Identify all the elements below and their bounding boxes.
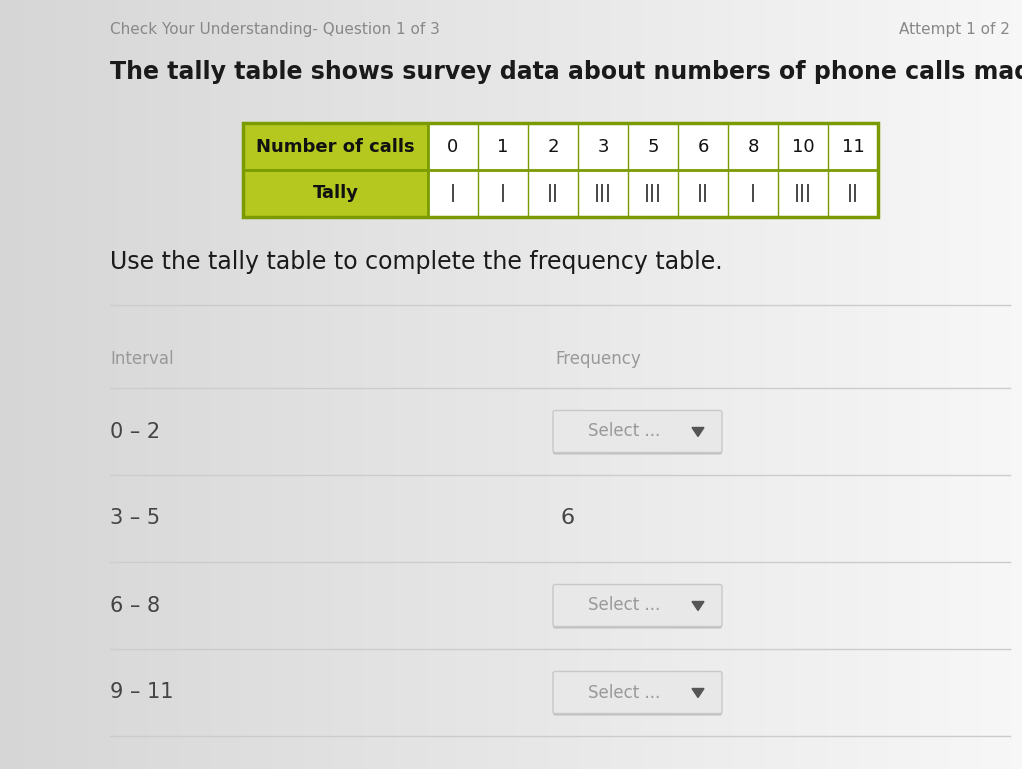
FancyBboxPatch shape [553, 411, 722, 452]
Text: 9 – 11: 9 – 11 [110, 683, 174, 703]
Text: 0: 0 [448, 138, 459, 155]
Text: Select ...: Select ... [589, 422, 660, 441]
Bar [828, 170, 878, 217]
Text: 6 – 8: 6 – 8 [110, 595, 160, 615]
FancyBboxPatch shape [553, 674, 722, 715]
Text: Use the tally table to complete the frequency table.: Use the tally table to complete the freq… [110, 250, 723, 274]
Text: ||: || [697, 185, 709, 202]
Text: ||: || [547, 185, 559, 202]
Bar [243, 123, 878, 217]
Bar [478, 123, 528, 170]
Text: The tally table shows survey data about numbers of phone calls made.: The tally table shows survey data about … [110, 60, 1022, 84]
Text: ||: || [847, 185, 860, 202]
Text: 6: 6 [697, 138, 708, 155]
Polygon shape [692, 688, 704, 697]
Bar [678, 123, 728, 170]
Bar [728, 123, 778, 170]
Text: 1: 1 [498, 138, 509, 155]
FancyBboxPatch shape [553, 584, 722, 627]
Text: |||: ||| [644, 185, 662, 202]
Bar [628, 123, 678, 170]
Polygon shape [692, 601, 704, 611]
Bar [428, 170, 478, 217]
Bar [778, 170, 828, 217]
Text: |||: ||| [794, 185, 812, 202]
Bar [243, 170, 428, 217]
Text: Number of calls: Number of calls [257, 138, 415, 155]
Bar [628, 170, 678, 217]
Text: Attempt 1 of 2: Attempt 1 of 2 [899, 22, 1010, 37]
Text: Select ...: Select ... [589, 684, 660, 701]
Text: 3 – 5: 3 – 5 [110, 508, 160, 528]
Text: 3: 3 [597, 138, 609, 155]
Polygon shape [692, 428, 704, 437]
Text: |: | [750, 185, 756, 202]
Text: 5: 5 [647, 138, 659, 155]
Bar [243, 123, 428, 170]
Text: Interval: Interval [110, 350, 174, 368]
Text: Frequency: Frequency [555, 350, 641, 368]
Bar [828, 123, 878, 170]
Text: 8: 8 [747, 138, 758, 155]
Text: 10: 10 [792, 138, 815, 155]
FancyBboxPatch shape [553, 412, 722, 454]
Text: |: | [450, 185, 456, 202]
Text: Select ...: Select ... [589, 597, 660, 614]
Bar [528, 170, 578, 217]
Bar [778, 123, 828, 170]
Text: 0 – 2: 0 – 2 [110, 421, 160, 441]
Bar [428, 123, 478, 170]
Bar [528, 123, 578, 170]
Text: Tally: Tally [313, 185, 359, 202]
FancyBboxPatch shape [553, 671, 722, 714]
Bar [578, 123, 628, 170]
Text: 11: 11 [842, 138, 865, 155]
Text: 2: 2 [547, 138, 559, 155]
Bar [578, 170, 628, 217]
Text: |||: ||| [594, 185, 612, 202]
FancyBboxPatch shape [553, 587, 722, 628]
Text: 6: 6 [560, 508, 574, 528]
Text: Check Your Understanding- Question 1 of 3: Check Your Understanding- Question 1 of … [110, 22, 439, 37]
Text: |: | [500, 185, 506, 202]
Bar [728, 170, 778, 217]
Bar [478, 170, 528, 217]
Bar [678, 170, 728, 217]
